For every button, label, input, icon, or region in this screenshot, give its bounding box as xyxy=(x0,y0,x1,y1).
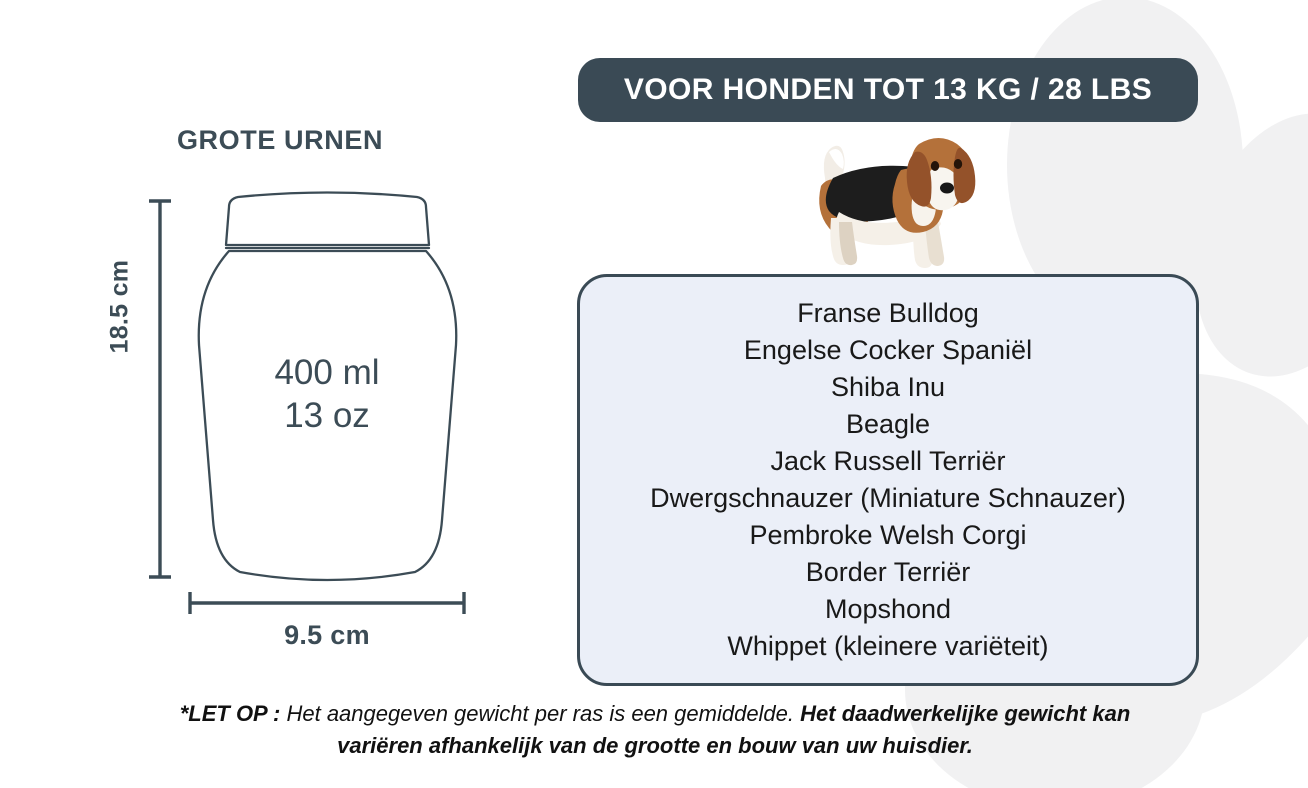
breed-list-item: Beagle xyxy=(845,409,931,439)
breed-list-item: Whippet (kleinere variëteit) xyxy=(727,631,1049,661)
breed-list-item: Pembroke Welsh Corgi xyxy=(749,520,1027,550)
breed-list-item: Jack Russell Terriër xyxy=(770,446,1006,476)
urn-size-title: GROTE URNEN xyxy=(176,125,384,155)
breed-list-item: Mopshond xyxy=(824,594,952,624)
height-dimension-line xyxy=(149,199,171,579)
breed-list-item: Shiba Inu xyxy=(830,372,946,402)
breed-list-item: Border Terriër xyxy=(805,557,971,587)
footnote-middle: Het aangegeven gewicht per ras is een ge… xyxy=(280,701,801,726)
breed-list-item: Dwergschnauzer (Miniature Schnauzer) xyxy=(650,483,1126,513)
disclaimer-footnote: *LET OP : Het aangegeven gewicht per ras… xyxy=(150,698,1160,762)
weight-range-banner: VOOR HONDEN TOT 13 KG / 28 LBS xyxy=(578,58,1198,122)
urn-drawing xyxy=(149,191,466,614)
urn-lid xyxy=(224,191,431,247)
urn-capacity-text: 400 ml 13 oz xyxy=(196,351,458,437)
urn-height-label: 18.5 cm xyxy=(105,259,134,354)
capacity-oz: 13 oz xyxy=(284,396,370,435)
beagle-dog-icon xyxy=(819,138,976,268)
footnote-lead: *LET OP : xyxy=(179,701,281,726)
breed-list-item: Engelse Cocker Spaniël xyxy=(743,335,1033,365)
weight-range-text: VOOR HONDEN TOT 13 KG / 28 LBS xyxy=(623,73,1153,106)
urn-diagram-panel: GROTE URNEN xyxy=(0,0,560,700)
urn-width-label: 9.5 cm xyxy=(284,620,370,650)
breed-list-item: Franse Bulldog xyxy=(797,298,979,328)
breed-list-box: Franse Bulldog Engelse Cocker Spaniël Sh… xyxy=(577,274,1199,686)
urn-body xyxy=(197,249,458,582)
width-dimension-line xyxy=(188,592,466,614)
capacity-ml: 400 ml xyxy=(274,353,380,392)
